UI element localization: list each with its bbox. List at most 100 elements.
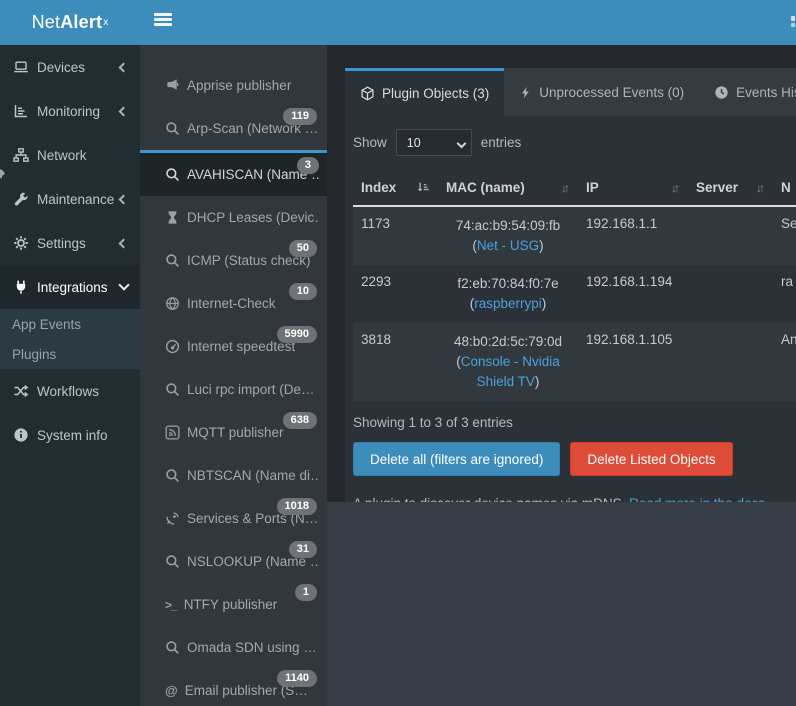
count-badge: 119: [283, 108, 317, 125]
sidebar-item-network[interactable]: Network: [0, 133, 140, 177]
device-link[interactable]: Console - Nvidia Shield TV: [460, 354, 560, 389]
gear-icon: [13, 235, 29, 251]
cube-icon: [360, 86, 375, 101]
main-content: Plugin Objects (3) Unprocessed Events (0…: [327, 45, 796, 706]
plugin-item-avahiscan[interactable]: AVAHISCAN (Name … 3: [140, 150, 327, 196]
rocket-icon: [0, 165, 9, 185]
plugin-item-label: NSLOOKUP (Name …: [187, 554, 319, 569]
cell-server: [688, 265, 773, 323]
sidebar-item-label: Network: [37, 147, 87, 163]
device-link[interactable]: Net - USG: [476, 238, 540, 253]
plugin-item-ntfy-publisher[interactable]: >_ NTFY publisher 1: [140, 583, 327, 626]
sidebar-item-label: Monitoring: [37, 103, 101, 119]
plugin-item-label: AVAHISCAN (Name …: [187, 167, 319, 182]
sitemap-icon: [13, 147, 29, 163]
clock-icon: [714, 85, 729, 100]
sidebar-subitem-app-events[interactable]: App Events: [0, 309, 140, 339]
tab-bar: Plugin Objects (3) Unprocessed Events (0…: [345, 68, 796, 116]
cell-mac: 74:ac:b9:54:09:fb (Net - USG): [438, 206, 578, 265]
wrench-icon: [13, 191, 29, 207]
column-header-mac[interactable]: MAC (name) ↓↑: [438, 170, 578, 207]
bullhorn-icon: [165, 78, 180, 93]
cell-index: 1173: [353, 206, 438, 265]
plugin-item-label: Internet-Check: [187, 296, 276, 311]
cell-ip: 192.168.1.1: [578, 206, 688, 265]
plugin-item-label: Internet speedtest: [187, 339, 296, 354]
sidebar-item-workflows[interactable]: Workflows: [0, 369, 140, 413]
integrations-submenu: App Events Plugins: [0, 309, 140, 369]
at-icon: @: [165, 683, 178, 698]
search-icon: [165, 640, 180, 655]
plugin-item-label: ICMP (Status check): [187, 253, 311, 268]
sidebar-item-label: Settings: [37, 235, 86, 251]
table-header-row: Index MAC (name) ↓↑: [353, 170, 796, 207]
sidebar-item-system-info[interactable]: System info: [0, 413, 140, 457]
plugin-item-services-ports[interactable]: Services & Ports (N… 1018: [140, 497, 327, 540]
column-header-index[interactable]: Index: [353, 170, 438, 207]
plugin-item-label: DHCP Leases (Devic…: [187, 210, 319, 225]
device-link[interactable]: raspberrypi: [474, 296, 542, 311]
table-row: 1173 74:ac:b9:54:09:fb (Net - USG) 192.1…: [353, 206, 796, 265]
tab-unprocessed-events[interactable]: Unprocessed Events (0): [504, 68, 699, 116]
count-badge: 50: [288, 240, 317, 257]
search-icon: [165, 167, 180, 182]
cell-name: ra: [781, 274, 794, 289]
column-header-server[interactable]: Server ↓↑: [688, 170, 773, 207]
tab-events-history[interactable]: Events History (6): [699, 68, 796, 116]
hourglass-icon: [165, 210, 180, 225]
table-row: 2293 f2:eb:70:84:f0:7e (raspberrypi) 192…: [353, 265, 796, 323]
sort-asc-icon: [416, 181, 430, 194]
cell-ip: 192.168.1.105: [578, 323, 688, 401]
count-badge: 3: [296, 157, 319, 174]
shuffle-icon: [13, 383, 29, 399]
plugin-item-nslookup[interactable]: NSLOOKUP (Name … 31: [140, 540, 327, 583]
plugin-item-apprise-publisher[interactable]: Apprise publisher: [140, 64, 327, 107]
sidebar-item-monitoring[interactable]: Monitoring: [0, 89, 140, 133]
sidebar-item-maintenance[interactable]: Maintenance: [0, 177, 140, 221]
satellite-dish-icon: [165, 511, 180, 526]
terminal-icon: >_: [165, 597, 178, 612]
tab-label: Events History (6): [736, 84, 796, 100]
app-logo[interactable]: Net Alert x: [0, 0, 140, 45]
plugin-item-internet-check[interactable]: Internet-Check 10: [140, 282, 327, 325]
sidebar-item-label: Workflows: [37, 383, 100, 399]
plugin-item-luci-rpc-import[interactable]: Luci rpc import (De…: [140, 368, 327, 411]
plugin-description: A plugin to discover device names via mD…: [353, 496, 788, 502]
sidebar-item-label: Devices: [37, 59, 86, 75]
plugin-item-omada-sdn[interactable]: Omada SDN using …: [140, 626, 327, 669]
plugin-item-internet-speedtest[interactable]: Internet speedtest 5990: [140, 325, 327, 368]
search-icon: [165, 468, 180, 483]
search-icon: [165, 121, 180, 136]
plugin-item-label: Luci rpc import (De…: [187, 382, 315, 397]
column-header-name[interactable]: N: [773, 170, 796, 207]
sidebar-toggle-icon[interactable]: [154, 13, 172, 31]
main-sidebar: Devices Monitoring Network Maintenance S…: [0, 45, 140, 706]
sidebar-subitem-plugins[interactable]: Plugins: [0, 339, 140, 369]
tab-plugin-objects[interactable]: Plugin Objects (3): [345, 68, 505, 116]
sidebar-item-devices[interactable]: Devices: [0, 45, 140, 89]
plugin-item-label: Arp-Scan (Network …: [187, 121, 319, 136]
docs-link[interactable]: Read more in the docs.: [629, 496, 769, 502]
delete-all-button[interactable]: Delete all (filters are ignored): [353, 442, 561, 476]
plugin-item-dhcp-leases[interactable]: DHCP Leases (Devic…: [140, 196, 327, 239]
plugin-item-nbtscan[interactable]: NBTSCAN (Name di…: [140, 454, 327, 497]
plugin-objects-table: Index MAC (name) ↓↑: [353, 170, 796, 401]
logo-sup: x: [103, 17, 109, 28]
delete-listed-button[interactable]: Delete Listed Objects: [570, 442, 733, 476]
sidebar-item-label: System info: [37, 427, 108, 443]
action-buttons: Delete all (filters are ignored) Delete …: [353, 442, 788, 476]
navbar-clipped-icon: [791, 16, 795, 21]
plugin-item-email-publisher[interactable]: @ Email publisher (S… 1140: [140, 669, 327, 706]
tab-label: Plugin Objects (3): [382, 86, 490, 101]
sidebar-item-label: Maintenance: [37, 191, 115, 207]
plugin-item-mqtt-publisher[interactable]: MQTT publisher 638: [140, 411, 327, 454]
entries-select[interactable]: 10: [395, 129, 472, 156]
column-header-ip[interactable]: IP ↓↑: [578, 170, 688, 207]
cell-ip: 192.168.1.194: [586, 274, 673, 289]
sidebar-item-integrations[interactable]: Integrations: [0, 265, 140, 309]
sidebar-item-settings[interactable]: Settings: [0, 221, 140, 265]
plugin-item-label: Apprise publisher: [187, 78, 292, 93]
plugin-item-arp-scan[interactable]: Arp-Scan (Network … 119: [140, 107, 327, 150]
plugin-item-icmp[interactable]: ICMP (Status check) 50: [140, 239, 327, 282]
cell-mac: 48:b0:2d:5c:79:0d (Console - Nvidia Shie…: [438, 323, 578, 401]
